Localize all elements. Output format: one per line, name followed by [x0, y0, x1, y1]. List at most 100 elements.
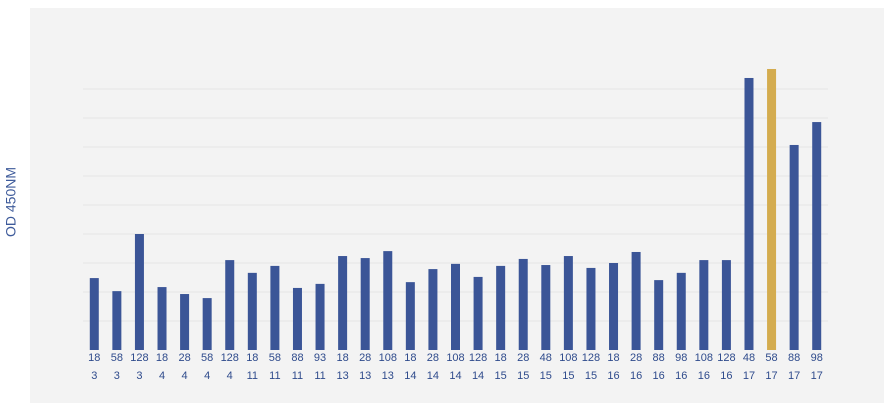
x-tick-label: 11: [314, 370, 325, 382]
x-tick-label: 15: [517, 370, 529, 382]
x-tick-label: 15: [562, 370, 574, 382]
x-tick-label: 4: [227, 370, 233, 382]
x-tick-label: 108: [446, 352, 464, 364]
y-axis-label: OD 450NM: [3, 167, 19, 237]
bar: [225, 260, 235, 350]
x-tick-label: 11: [247, 370, 258, 382]
bar: [383, 251, 393, 350]
x-tick-label: 18: [336, 352, 348, 364]
x-tick-label: 98: [811, 352, 823, 364]
bar: [473, 276, 483, 350]
x-tick-label: 48: [540, 352, 552, 364]
x-tick-label: 108: [695, 352, 713, 364]
x-tick-label: 15: [495, 370, 507, 382]
x-tick-label: 3: [91, 370, 97, 382]
bar: [292, 287, 302, 350]
x-tick-label: 128: [469, 352, 487, 364]
x-tick-label: 28: [630, 352, 642, 364]
bar: [721, 260, 731, 350]
bar: [405, 282, 415, 350]
x-tick-label: 128: [221, 352, 239, 364]
x-tick-label: 17: [765, 370, 777, 382]
x-tick-label: 18: [607, 352, 619, 364]
x-tick-label: 17: [788, 370, 800, 382]
x-tick-label: 16: [698, 370, 710, 382]
x-tick-label: 108: [379, 352, 397, 364]
bar: [180, 294, 190, 350]
x-tick-label: 93: [314, 352, 326, 364]
x-tick-label: 14: [427, 370, 439, 382]
x-tick-label: 88: [291, 352, 303, 364]
x-tick-label: 4: [159, 370, 165, 382]
bar: [631, 251, 641, 350]
x-tick-label: 13: [359, 370, 371, 382]
x-tick-label: 4: [204, 370, 210, 382]
bar: [518, 258, 528, 350]
bar: [789, 144, 799, 350]
bar: [202, 298, 212, 350]
x-tick-label: 28: [359, 352, 371, 364]
bar: [699, 260, 709, 350]
x-tick-label: 15: [585, 370, 597, 382]
bar: [744, 77, 754, 350]
x-tick-label: 48: [743, 352, 755, 364]
x-tick-label: 28: [517, 352, 529, 364]
bar: [609, 263, 619, 350]
bar: [112, 291, 122, 350]
bar: [451, 263, 460, 350]
bar: [270, 265, 280, 350]
x-tick-label: 11: [292, 370, 303, 382]
x-tick-label: 128: [582, 352, 600, 364]
bar: [586, 267, 596, 350]
bar: [767, 68, 777, 351]
x-tick-label: 16: [675, 370, 687, 382]
x-tick-label: 13: [382, 370, 394, 382]
bar: [360, 258, 370, 350]
bar: [134, 234, 144, 350]
x-tick-label: 18: [495, 352, 507, 364]
x-tick-label: 88: [788, 352, 800, 364]
x-tick-label: 128: [717, 352, 735, 364]
x-tick-label: 16: [630, 370, 642, 382]
x-tick-label: 18: [156, 352, 168, 364]
x-tick-label: 13: [336, 370, 348, 382]
x-tick-label: 108: [559, 352, 577, 364]
x-tick-label: 14: [449, 370, 461, 382]
x-tick-label: 11: [269, 370, 280, 382]
x-tick-label: 4: [182, 370, 188, 382]
bar: [812, 122, 822, 350]
bar: [676, 272, 686, 350]
x-tick-label: 14: [404, 370, 416, 382]
x-tick-label: 58: [765, 352, 777, 364]
bar: [338, 256, 348, 350]
x-tick-label: 18: [404, 352, 416, 364]
x-tick-label: 16: [607, 370, 619, 382]
x-tick-label: 3: [114, 370, 120, 382]
x-tick-label: 88: [653, 352, 665, 364]
x-tick-label: 14: [472, 370, 484, 382]
x-tick-label: 98: [675, 352, 687, 364]
x-tick-label: 17: [743, 370, 755, 382]
x-tick-label: 58: [269, 352, 281, 364]
x-tick-label: 18: [88, 352, 100, 364]
x-tick-label: 58: [201, 352, 213, 364]
x-tick-label: 16: [720, 370, 732, 382]
bar: [563, 256, 573, 350]
bar: [315, 283, 325, 350]
x-tick-label: 128: [130, 352, 148, 364]
x-tick-label: 17: [811, 370, 823, 382]
x-tick-label: 3: [136, 370, 142, 382]
x-tick-label: 28: [427, 352, 439, 364]
x-tick-label: 58: [111, 352, 123, 364]
bar: [247, 272, 257, 350]
x-tick-label: 18: [246, 352, 258, 364]
x-tick-label: 16: [653, 370, 665, 382]
bar: [541, 265, 551, 350]
x-tick-label: 28: [178, 352, 190, 364]
bar: [157, 287, 167, 350]
bar: [89, 278, 99, 350]
bar: [428, 269, 438, 350]
bar: [496, 265, 506, 350]
bar: [654, 280, 664, 350]
